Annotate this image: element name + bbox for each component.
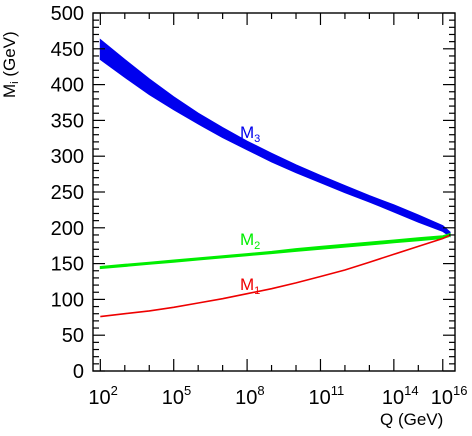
y-tick-label: 400 [51, 75, 84, 97]
x-tick-label: 1016 [431, 383, 468, 409]
x-tick-label: 1011 [308, 383, 344, 409]
series-m2-band [99, 232, 451, 270]
y-tick-label: 500 [51, 3, 84, 25]
plot-frame [92, 12, 456, 372]
x-tick-label: 105 [162, 383, 191, 409]
series-labels: M3 M2 M1 [240, 123, 260, 297]
y-tick-label: 100 [51, 289, 84, 311]
series-m3-label: M3 [240, 123, 260, 145]
y-tick-label: 350 [51, 110, 84, 132]
y-axis-title: Mi (GeV) [0, 31, 21, 98]
series-m1-label: M1 [240, 275, 260, 297]
x-tick-labels: 102 105 108 1011 1014 1016 [88, 383, 467, 409]
x-axis-title: Q (GeV) [380, 410, 443, 429]
y-tick-label: 150 [51, 254, 84, 276]
x-tick-label: 1014 [382, 383, 419, 409]
y-tick-label: 300 [51, 146, 84, 168]
series-m1-line [100, 234, 451, 318]
series-m3-band [99, 38, 451, 238]
axis-ticks [93, 12, 455, 372]
y-tick-label: 50 [62, 325, 84, 347]
series-m2-label: M2 [240, 230, 260, 252]
y-tick-label: 450 [51, 39, 84, 61]
y-tick-label: 250 [51, 182, 84, 204]
x-tick-label: 108 [235, 383, 264, 409]
x-tick-label: 102 [88, 383, 117, 409]
y-tick-labels: 0 50 100 150 200 250 300 350 400 450 500 [51, 3, 84, 383]
series-layer [99, 38, 451, 318]
y-tick-label: 200 [51, 218, 84, 240]
y-tick-label: 0 [73, 361, 84, 383]
